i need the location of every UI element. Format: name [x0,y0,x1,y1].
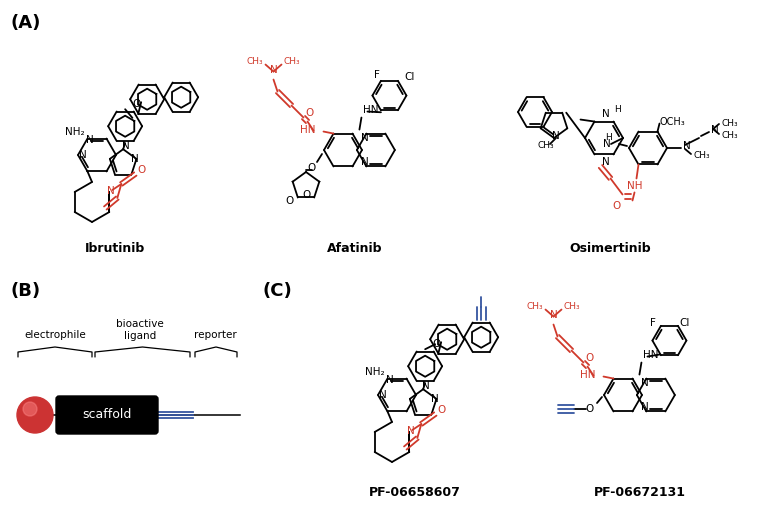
Text: CH₃: CH₃ [283,57,300,66]
Text: N: N [422,381,430,391]
Text: N: N [711,125,719,135]
Text: N: N [550,309,558,320]
Text: N: N [683,141,691,151]
Text: O: O [132,99,140,109]
Text: PF-06672131: PF-06672131 [594,486,686,498]
Text: N: N [86,135,93,145]
Text: O: O [137,165,146,175]
Text: O: O [286,196,294,206]
Text: NH₂: NH₂ [65,127,85,137]
Text: O: O [437,405,446,415]
Text: CH₃: CH₃ [564,302,580,311]
Text: (B): (B) [10,282,40,300]
Text: Cl: Cl [679,318,690,328]
Text: N: N [379,390,387,400]
Text: N: N [361,133,369,143]
Text: O: O [306,108,313,117]
Text: Cl: Cl [404,72,414,82]
Circle shape [23,402,37,416]
Text: OCH₃: OCH₃ [660,116,686,126]
Text: CH₃: CH₃ [247,57,264,66]
Text: NH: NH [627,181,642,192]
Text: F: F [374,70,380,80]
Text: HN: HN [643,350,659,360]
Text: CH₃: CH₃ [693,151,709,161]
Text: HN: HN [580,369,595,379]
Text: O: O [585,353,594,363]
Text: O: O [612,202,620,211]
Text: N: N [602,157,610,167]
Text: N: N [79,150,87,160]
Text: (C): (C) [262,282,292,300]
Text: (A): (A) [10,14,41,32]
Text: N: N [602,109,610,119]
Text: N: N [385,374,394,385]
Text: O: O [302,190,310,200]
Text: CH₃: CH₃ [538,142,555,150]
Text: Osimertinib: Osimertinib [569,241,651,255]
Text: N: N [361,157,369,168]
Text: CH₃: CH₃ [721,132,738,141]
Text: O: O [586,404,594,414]
Text: Ibrutinib: Ibrutinib [85,241,145,255]
Text: O: O [432,339,440,349]
Text: HN: HN [300,124,316,135]
Text: N: N [408,426,415,436]
Text: F: F [650,318,656,328]
Text: O: O [308,163,316,173]
Text: Afatinib: Afatinib [327,241,383,255]
Text: N: N [123,141,130,151]
Text: CH₃: CH₃ [721,119,738,129]
Text: scaffold: scaffold [82,408,132,422]
Text: reporter: reporter [194,330,237,340]
Text: N: N [270,65,277,75]
Text: N: N [641,377,649,388]
Text: N: N [431,394,439,404]
Text: N: N [552,131,560,141]
FancyBboxPatch shape [56,396,158,434]
Text: CH₃: CH₃ [527,302,544,311]
Text: PF-06658607: PF-06658607 [369,486,461,498]
Text: E: E [30,408,40,422]
Text: electrophile: electrophile [24,330,86,340]
Text: N: N [604,139,611,149]
Text: NH₂: NH₂ [365,367,385,377]
Text: H: H [614,105,620,113]
Text: bioactive
ligand: bioactive ligand [116,319,164,341]
Text: H: H [606,134,612,143]
Circle shape [17,397,53,433]
Text: N: N [641,402,649,412]
Text: N: N [131,154,139,164]
Text: N: N [107,186,115,196]
Text: HN: HN [363,105,379,114]
